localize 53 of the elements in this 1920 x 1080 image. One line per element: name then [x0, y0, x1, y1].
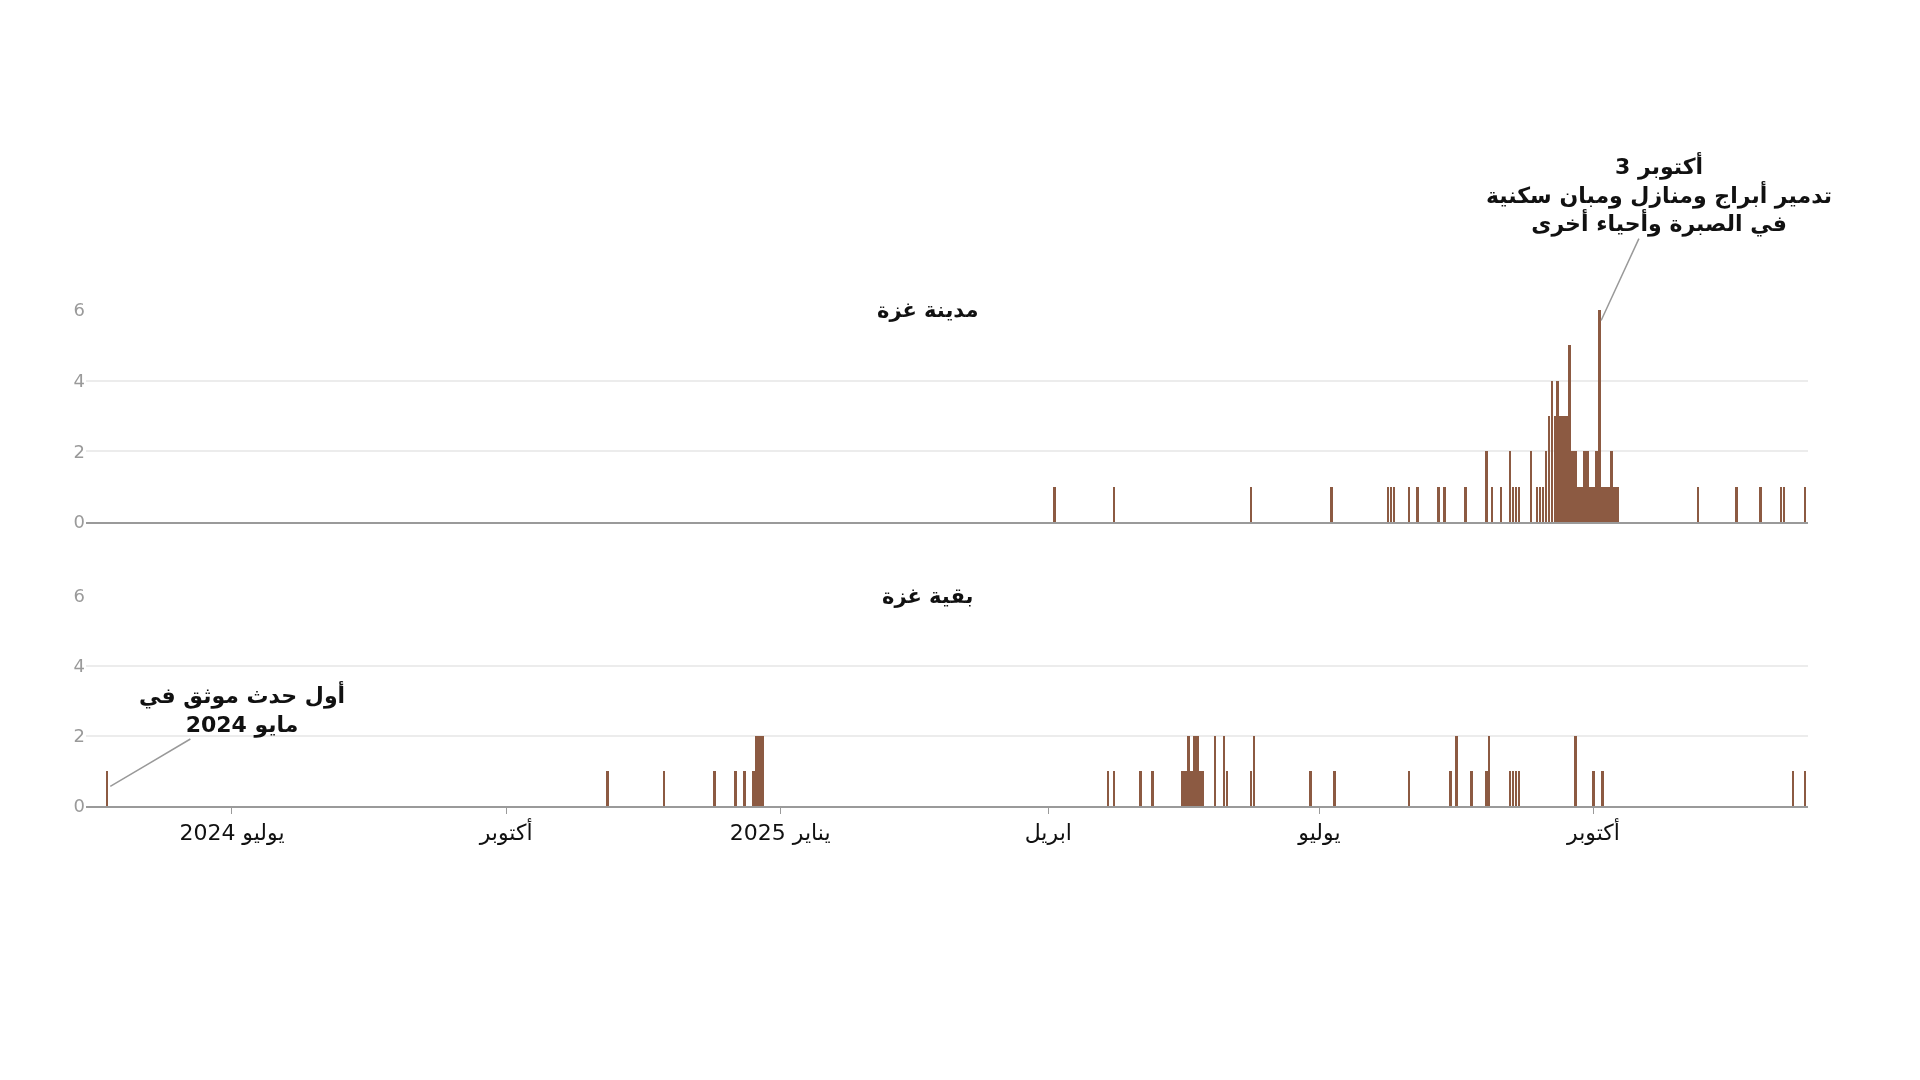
bar — [1735, 486, 1738, 522]
bar — [1759, 486, 1762, 522]
y-tick-label: 6 — [73, 299, 85, 321]
y-tick-label: 4 — [73, 369, 85, 391]
bar — [1464, 486, 1467, 522]
bar — [1586, 450, 1589, 522]
bar — [1485, 450, 1488, 522]
bar — [1390, 486, 1392, 522]
bar — [1583, 450, 1586, 522]
bar — [1509, 450, 1511, 522]
bar — [1491, 486, 1493, 522]
annotation: أول حدث موثق في مايو 2024 — [139, 680, 346, 738]
bar — [1530, 450, 1532, 522]
bar — [1515, 486, 1517, 522]
y-tick-label: 2 — [73, 725, 85, 747]
x-tick-label: يوليو — [1297, 820, 1341, 846]
bar — [1804, 486, 1806, 522]
bar — [1416, 486, 1419, 522]
y-tick-label: 2 — [73, 440, 85, 462]
bar — [1539, 486, 1541, 522]
annotation: 3 أكتوبر تدمير أبراج ومنازل ومبان سكنية في الصبرة وأحياء أخرى — [1486, 151, 1833, 238]
bar — [1330, 486, 1333, 522]
bar — [1408, 486, 1410, 522]
bar — [1387, 486, 1389, 522]
bar — [1783, 486, 1785, 522]
chart-title: مدينة غزة — [877, 298, 979, 322]
bar — [1616, 486, 1619, 522]
bar — [1113, 486, 1115, 522]
x-tick-label: أكتوبر — [1566, 818, 1620, 846]
bar — [1780, 486, 1782, 522]
bar — [1568, 344, 1571, 522]
y-tick-label: 0 — [73, 511, 85, 533]
x-tick-label: يناير 2025 — [729, 820, 831, 846]
x-tick-label: ابريل — [1024, 820, 1072, 846]
bar — [1536, 486, 1538, 522]
chart-title: بقية غزة — [882, 584, 974, 608]
bar — [1393, 486, 1395, 522]
x-tick-label: يوليو 2024 — [179, 820, 285, 846]
x-tick-label: أكتوبر — [478, 818, 533, 846]
bar — [1500, 486, 1502, 522]
bar — [1437, 486, 1440, 522]
bar — [1518, 486, 1520, 522]
bar — [1443, 486, 1446, 522]
bar — [1697, 486, 1699, 522]
bar — [1598, 309, 1601, 522]
bar — [1610, 450, 1613, 522]
y-tick-label: 4 — [73, 655, 85, 677]
bar — [1250, 486, 1252, 522]
bar — [1574, 450, 1577, 522]
bar — [1053, 486, 1056, 522]
y-tick-label: 0 — [73, 795, 85, 817]
y-tick-label: 6 — [73, 585, 85, 607]
bar — [1551, 380, 1553, 522]
